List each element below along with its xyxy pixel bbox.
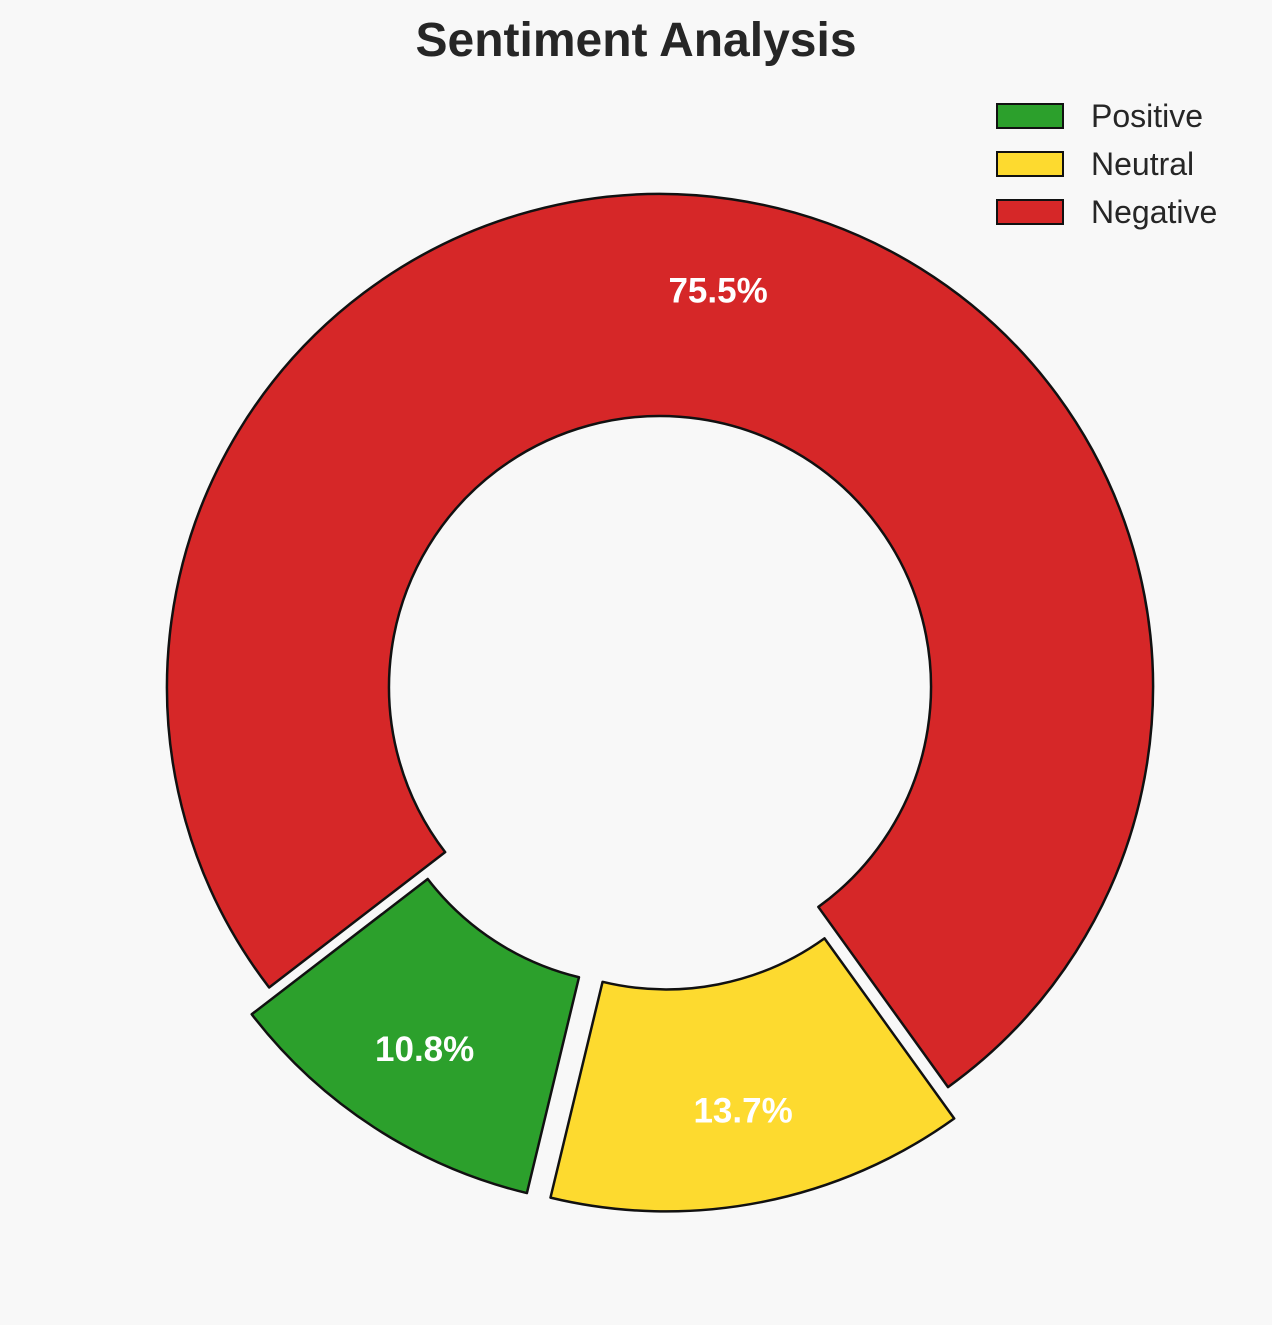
slice-negative [165,192,1155,1089]
slice-label-positive: 10.8% [375,1030,474,1069]
slice-neutral [549,937,956,1213]
slice-positive [250,877,581,1195]
legend-label-positive: Positive [1091,98,1203,134]
donut-slices [165,192,1155,1213]
legend: Positive Neutral Negative [996,98,1217,230]
legend-swatch-neutral [996,151,1064,177]
legend-swatch-negative [996,199,1064,225]
slice-labels: 10.8% 13.7% 75.5% [375,272,793,1131]
legend-swatch-positive [996,103,1064,129]
legend-label-neutral: Neutral [1091,146,1194,182]
chart-title: Sentiment Analysis [415,14,856,67]
slice-label-neutral: 13.7% [693,1091,792,1130]
slice-label-negative: 75.5% [668,272,767,311]
legend-label-negative: Negative [1091,194,1217,230]
